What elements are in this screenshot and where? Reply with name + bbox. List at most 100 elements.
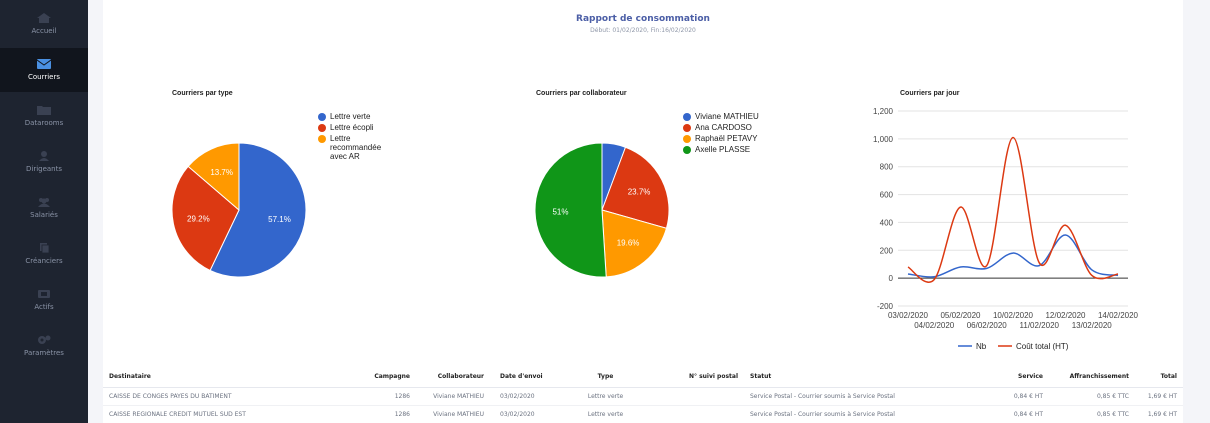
table-row[interactable]: CAISSE REGIONALE CREDIT MUTUEL SUD EST 1… xyxy=(103,406,1183,423)
y-tick-label: 600 xyxy=(880,191,894,200)
legend-swatch xyxy=(318,113,326,121)
user-icon xyxy=(39,151,49,161)
chart-title-jour: Courriers par jour xyxy=(900,90,960,97)
sidebar-item-label: Paramètres xyxy=(24,349,64,357)
x-tick-label: 05/02/2020 xyxy=(940,311,981,320)
gears-icon xyxy=(38,335,51,344)
cell-type: Lettre verte xyxy=(587,393,624,400)
pie-slice[interactable] xyxy=(187,142,240,212)
sidebar: Accueil Courriers Datarooms Dirigeants S… xyxy=(0,0,88,423)
x-tick-label: 13/02/2020 xyxy=(1072,321,1113,330)
pie-chart-collaborateur: 23.7% 19.6% 51% xyxy=(534,142,670,278)
pie-chart-type: 57.1% 29.2% 13.7% xyxy=(171,142,307,278)
cell-destinataire: CAISSE DE CONGÉS PAYÉS DU BATIMENT xyxy=(109,393,232,400)
sidebar-item-label: Créanciers xyxy=(25,257,63,265)
sidebar-item-label: Salariés xyxy=(30,211,58,219)
header-total[interactable]: Total xyxy=(1160,373,1177,380)
legend-label: Axelle PLASSE xyxy=(695,145,751,154)
sidebar-item-creanciers[interactable]: Créanciers xyxy=(0,232,88,276)
header-collaborateur[interactable]: Collaborateur xyxy=(437,373,484,380)
sidebar-item-accueil[interactable]: Accueil xyxy=(0,2,88,46)
legend-collaborateur: Viviane MATHIEU Ana CARDOSO Raphaël PETAVY… xyxy=(683,112,761,156)
legend-label: Ana CARDOSO xyxy=(695,123,752,132)
cell-statut: Service Postal - Courrier soumis à Servi… xyxy=(750,393,895,400)
sidebar-item-label: Courriers xyxy=(27,73,61,81)
table-header: Destinataire Campagne Collaborateur Date… xyxy=(103,366,1183,388)
x-tick-label: 03/02/2020 xyxy=(888,311,929,320)
sidebar-item-datarooms[interactable]: Datarooms xyxy=(0,94,88,138)
y-tick-label: 1,200 xyxy=(873,107,894,116)
page-scrollbar[interactable] xyxy=(1194,0,1210,423)
cell-service: 0,84 € HT xyxy=(1013,393,1043,400)
header-destinataire[interactable]: Destinataire xyxy=(109,373,151,380)
slice-label: 13.7% xyxy=(210,168,233,177)
cell-affranchissement: 0,85 € TTC xyxy=(1096,411,1129,418)
y-tick-label: 200 xyxy=(880,246,894,255)
main-content: Rapport de consommation Début: 01/02/202… xyxy=(103,0,1183,423)
legend-item[interactable]: Viviane MATHIEU xyxy=(683,112,761,121)
assets-icon xyxy=(38,290,50,298)
slice-label: 57.1% xyxy=(268,215,291,224)
legend-label: Lettre écopli xyxy=(330,123,374,132)
header-date-envoi[interactable]: Date d'envoi xyxy=(500,373,543,380)
legend-swatch xyxy=(318,135,326,143)
pie-slice[interactable] xyxy=(601,209,668,278)
sidebar-item-courriers[interactable]: Courriers xyxy=(0,48,88,92)
cell-date-envoi: 03/02/2020 xyxy=(500,393,535,400)
header-type[interactable]: Type xyxy=(597,373,614,380)
legend-item[interactable]: Lettre verte xyxy=(318,112,393,121)
x-tick-label: 12/02/2020 xyxy=(1045,311,1086,320)
x-tick-label: 06/02/2020 xyxy=(967,321,1008,330)
pie-slice[interactable] xyxy=(534,142,607,278)
documents-icon xyxy=(40,243,50,253)
legend-label: Lettre verte xyxy=(330,112,371,121)
series-line-cout[interactable] xyxy=(907,136,1119,283)
sidebar-item-salaries[interactable]: Salariés xyxy=(0,186,88,230)
slice-label: 23.7% xyxy=(628,187,651,196)
cell-affranchissement: 0,85 € TTC xyxy=(1096,393,1129,400)
legend-item[interactable]: Raphaël PETAVY xyxy=(683,134,761,143)
series-line-nb[interactable] xyxy=(907,234,1119,278)
cell-collaborateur: Viviane MATHIEU xyxy=(433,411,484,418)
sidebar-item-dirigeants[interactable]: Dirigeants xyxy=(0,140,88,184)
header-statut[interactable]: Statut xyxy=(750,373,772,380)
cell-type: Lettre verte xyxy=(587,411,624,418)
folder-icon xyxy=(37,106,51,115)
legend-item[interactable]: Axelle PLASSE xyxy=(683,145,761,154)
legend-item[interactable]: Ana CARDOSO xyxy=(683,123,761,132)
courriers-table: Destinataire Campagne Collaborateur Date… xyxy=(103,366,1183,423)
envelope-icon xyxy=(37,59,51,69)
cell-total: 1,69 € HT xyxy=(1147,393,1177,400)
sidebar-item-label: Datarooms xyxy=(24,119,64,127)
legend-label: Raphaël PETAVY xyxy=(695,134,758,143)
legend-label: Viviane MATHIEU xyxy=(695,112,759,121)
header-affranchissement[interactable]: Affranchissement xyxy=(1069,373,1129,380)
x-tick-label: 14/02/2020 xyxy=(1098,311,1139,320)
x-tick-label: 11/02/2020 xyxy=(1020,321,1060,330)
table-row[interactable]: CAISSE DE CONGÉS PAYÉS DU BATIMENT 1286 … xyxy=(103,388,1183,406)
legend-swatch xyxy=(318,124,326,132)
pie-slice[interactable] xyxy=(601,146,670,229)
legend-label[interactable]: Nb xyxy=(976,342,987,351)
slice-label: 29.2% xyxy=(187,215,210,224)
legend-item[interactable]: Lettre recommandée avec AR xyxy=(318,134,393,161)
legend-item[interactable]: Lettre écopli xyxy=(318,123,393,132)
slice-label: 19.6% xyxy=(617,238,640,247)
pie-slice[interactable] xyxy=(209,142,307,278)
cell-campagne: 1286 xyxy=(394,393,410,400)
legend-label[interactable]: Coût total (HT) xyxy=(1016,342,1069,351)
sidebar-item-actifs[interactable]: Actifs xyxy=(0,278,88,322)
header-suivi-postal[interactable]: N° suivi postal xyxy=(688,373,738,380)
legend-type: Lettre verte Lettre écopli Lettre recomman… xyxy=(318,112,393,163)
legend-swatch xyxy=(683,146,691,154)
chart-title-collaborateur: Courriers par collaborateur xyxy=(536,90,627,97)
x-tick-label: 10/02/2020 xyxy=(993,311,1034,320)
pie-slice[interactable] xyxy=(171,165,240,272)
sidebar-item-parametres[interactable]: Paramètres xyxy=(0,324,88,368)
header-service[interactable]: Service xyxy=(1018,373,1043,380)
home-icon xyxy=(37,13,51,23)
users-icon xyxy=(38,198,50,207)
report-title: Rapport de consommation xyxy=(576,14,710,24)
header-campagne[interactable]: Campagne xyxy=(374,373,410,380)
